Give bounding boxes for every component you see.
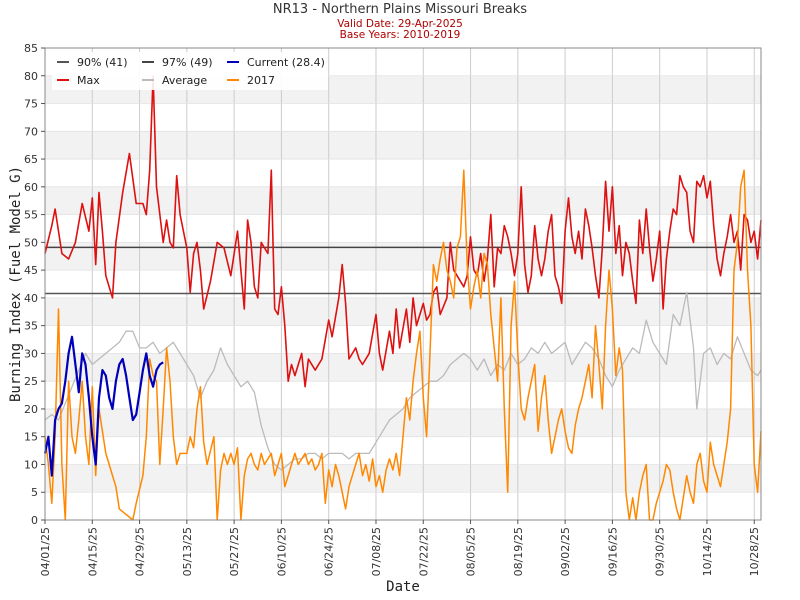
x-tick-label: 10/28/25 bbox=[748, 527, 761, 576]
x-tick-label: 04/15/25 bbox=[86, 527, 99, 576]
y-tick-label: 60 bbox=[24, 181, 38, 194]
x-tick-label: 09/30/25 bbox=[654, 527, 667, 576]
y-tick-label: 0 bbox=[31, 514, 38, 527]
y-tick-label: 25 bbox=[24, 375, 38, 388]
series-line-max bbox=[44, 75, 762, 388]
grid-band bbox=[45, 464, 761, 493]
y-tick-label: 55 bbox=[24, 209, 38, 222]
x-tick-label: 05/27/25 bbox=[228, 527, 241, 576]
y-tick-label: 15 bbox=[24, 431, 38, 444]
y-tick-label: 35 bbox=[24, 320, 38, 333]
x-tick-label: 06/24/25 bbox=[323, 527, 336, 576]
legend-label: 97% (49) bbox=[162, 56, 213, 69]
x-tick-label: 04/01/25 bbox=[39, 527, 52, 576]
series-line-2017 bbox=[44, 169, 762, 521]
legend-label: Max bbox=[77, 74, 100, 87]
y-tick-label: 20 bbox=[24, 403, 38, 416]
legend-label: 2017 bbox=[247, 74, 275, 87]
y-tick-label: 40 bbox=[24, 292, 38, 305]
x-tick-label: 09/02/25 bbox=[559, 527, 572, 576]
x-tick-label: 05/13/25 bbox=[181, 527, 194, 576]
chart-title: NR13 - Northern Plains Missouri Breaks bbox=[272, 2, 528, 17]
x-tick-label: 07/22/25 bbox=[417, 527, 430, 576]
y-tick-label: 50 bbox=[24, 236, 38, 249]
chart-subtitle-base-years: Base Years: 2010-2019 bbox=[339, 29, 461, 41]
y-tick-label: 30 bbox=[24, 347, 38, 360]
y-axis-label: Burning Index (Fuel Model G) bbox=[8, 166, 24, 402]
y-tick-label: 10 bbox=[24, 458, 38, 471]
x-tick-label: 10/14/25 bbox=[701, 527, 714, 576]
grid-band bbox=[45, 242, 761, 271]
grid-band bbox=[45, 186, 761, 215]
x-tick-label: 08/19/25 bbox=[512, 527, 525, 576]
chart-subtitle-valid-date: Valid Date: 29-Apr-2025 bbox=[337, 18, 463, 30]
x-tick-label: 08/05/25 bbox=[465, 527, 478, 576]
y-tick-label: 5 bbox=[31, 486, 38, 499]
y-tick-label: 85 bbox=[24, 42, 38, 55]
x-tick-label: 06/10/25 bbox=[275, 527, 288, 576]
series-line-current-28-4 bbox=[43, 335, 164, 477]
legend-box bbox=[52, 52, 328, 90]
x-tick-label: 07/08/25 bbox=[370, 527, 383, 576]
legend-label: Average bbox=[162, 74, 207, 87]
y-tick-label: 75 bbox=[24, 98, 38, 111]
x-tick-label: 04/29/25 bbox=[134, 527, 147, 576]
x-tick-label: 09/16/25 bbox=[606, 527, 619, 576]
grid-band bbox=[45, 131, 761, 160]
y-tick-label: 70 bbox=[24, 125, 38, 138]
y-tick-label: 80 bbox=[24, 70, 38, 83]
y-tick-label: 65 bbox=[24, 153, 38, 166]
grid-band bbox=[45, 353, 761, 382]
grid-band bbox=[45, 297, 761, 326]
legend-label: Current (28.4) bbox=[247, 56, 325, 69]
legend-label: 90% (41) bbox=[77, 56, 128, 69]
y-tick-label: 45 bbox=[24, 264, 38, 277]
plot-frame bbox=[44, 47, 762, 521]
x-axis-label: Date bbox=[386, 579, 420, 595]
